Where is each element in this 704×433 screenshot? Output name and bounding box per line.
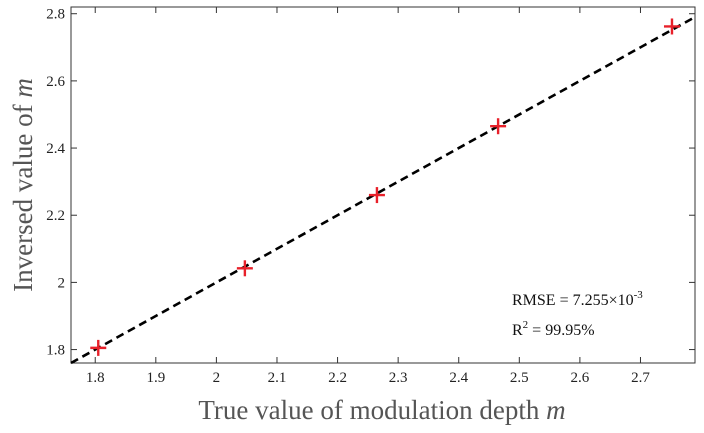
- y-axis-title-text: Inversed value of: [8, 104, 38, 291]
- x-tick-label: 2.4: [449, 370, 468, 386]
- data-point: [368, 187, 385, 204]
- annotation-r2-prefix: R: [512, 322, 523, 339]
- data-point: [490, 118, 507, 135]
- fit-line: [70, 15, 696, 365]
- annotation-r2: R2 = 99.95%: [512, 319, 595, 339]
- y-axis-title-var: m: [8, 78, 38, 98]
- data-point: [663, 18, 680, 35]
- fit-line-group: [70, 15, 696, 365]
- y-tick-label: 2.8: [46, 7, 65, 23]
- data-point: [236, 260, 253, 277]
- plot-area: [70, 6, 696, 364]
- x-axis-title: True value of modulation depth m: [198, 395, 565, 425]
- x-tick-label: 2: [213, 370, 221, 386]
- y-tick-label: 2: [58, 275, 66, 291]
- y-tick-label: 2.4: [46, 141, 65, 157]
- x-ticks: 1.8 1.9 2 2.1 2.2 2.3 2.4 2.5 2.6 2.7: [86, 7, 650, 386]
- x-tick-label: 2.1: [268, 370, 287, 386]
- y-ticks: 1.8 2 2.2 2.4 2.6 2.8: [46, 7, 695, 359]
- data-point: [90, 339, 107, 356]
- x-tick-label: 2.6: [571, 370, 590, 386]
- y-tick-label: 1.8: [46, 343, 65, 359]
- x-tick-label: 2.5: [510, 370, 529, 386]
- y-tick-label: 2.6: [46, 74, 65, 90]
- data-markers: [90, 18, 680, 356]
- x-tick-label: 2.7: [631, 370, 650, 386]
- annotation-rmse-prefix: RMSE = 7.255×10: [512, 292, 634, 309]
- y-tick-label: 2.2: [46, 208, 65, 224]
- annotation-rmse-exponent: -3: [634, 289, 644, 301]
- y-axis-title: Inversed value of m: [8, 78, 38, 292]
- x-tick-label: 1.8: [86, 370, 105, 386]
- x-tick-label: 1.9: [146, 370, 165, 386]
- x-axis-title-text: True value of modulation depth: [198, 395, 539, 425]
- x-tick-label: 2.2: [328, 370, 347, 386]
- x-axis-title-var: m: [546, 395, 566, 425]
- x-tick-label: 2.3: [389, 370, 408, 386]
- annotation-r2-sup: 2: [523, 319, 529, 331]
- annotation-r2-suffix: = 99.95%: [528, 322, 594, 339]
- annotation-rmse: RMSE = 7.255×10-3: [512, 289, 643, 309]
